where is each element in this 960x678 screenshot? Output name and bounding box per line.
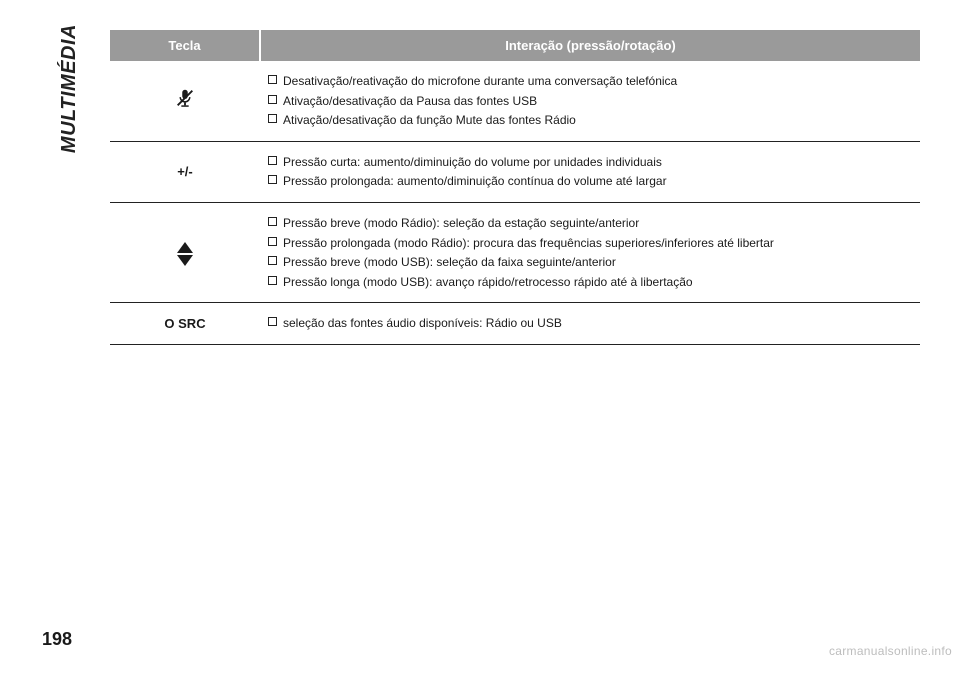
square-bullet-icon [268, 276, 277, 285]
up-down-arrows-icon [177, 242, 193, 266]
key-cell-src: O SRC [110, 303, 260, 345]
bullet-line: Pressão prolongada (modo Rádio): procura… [268, 234, 912, 253]
bullet-line: seleção das fontes áudio disponíveis: Rá… [268, 314, 912, 333]
bullet-text: Desativação/reativação do microfone dura… [283, 72, 677, 91]
controls-table: Tecla Interação (pressão/rotação) Desati… [110, 30, 920, 345]
square-bullet-icon [268, 256, 277, 265]
bullet-text: Pressão prolongada (modo Rádio): procura… [283, 234, 774, 253]
bullet-line: Pressão breve (modo Rádio): seleção da e… [268, 214, 912, 233]
bullet-text: Ativação/desativação da função Mute das … [283, 111, 576, 130]
bullet-line: Pressão breve (modo USB): seleção da fai… [268, 253, 912, 272]
key-cell-plusminus: +/- [110, 141, 260, 202]
header-key: Tecla [110, 30, 260, 61]
page: MULTIMÉDIA Tecla Interação (pressão/rota… [0, 0, 960, 678]
bullet-text: Pressão breve (modo Rádio): seleção da e… [283, 214, 639, 233]
square-bullet-icon [268, 114, 277, 123]
bullet-line: Ativação/desativação da Pausa das fontes… [268, 92, 912, 111]
bullet-line: Ativação/desativação da função Mute das … [268, 111, 912, 130]
bullet-line: Pressão longa (modo USB): avanço rápido/… [268, 273, 912, 292]
vertical-section-label: MULTIMÉDIA [58, 24, 81, 153]
triangle-up-icon [177, 242, 193, 253]
square-bullet-icon [268, 75, 277, 84]
key-cell-arrows [110, 202, 260, 302]
table-row: Pressão breve (modo Rádio): seleção da e… [110, 202, 920, 302]
square-bullet-icon [268, 317, 277, 326]
bullet-line: Desativação/reativação do microfone dura… [268, 72, 912, 91]
page-number: 198 [42, 629, 72, 650]
square-bullet-icon [268, 95, 277, 104]
interaction-cell: seleção das fontes áudio disponíveis: Rá… [260, 303, 920, 345]
square-bullet-icon [268, 156, 277, 165]
square-bullet-icon [268, 175, 277, 184]
table-row: +/- Pressão curta: aumento/diminuição do… [110, 141, 920, 202]
header-interaction: Interação (pressão/rotação) [260, 30, 920, 61]
bullet-text: Pressão curta: aumento/diminuição do vol… [283, 153, 662, 172]
interaction-cell: Pressão breve (modo Rádio): seleção da e… [260, 202, 920, 302]
square-bullet-icon [268, 237, 277, 246]
bullet-text: seleção das fontes áudio disponíveis: Rá… [283, 314, 562, 333]
bullet-line: Pressão prolongada: aumento/diminuição c… [268, 172, 912, 191]
interaction-cell: Desativação/reativação do microfone dura… [260, 61, 920, 141]
bullet-text: Pressão breve (modo USB): seleção da fai… [283, 253, 616, 272]
microphone-mute-icon [174, 87, 196, 109]
watermark-text: carmanualsonline.info [829, 644, 952, 658]
bullet-line: Pressão curta: aumento/diminuição do vol… [268, 153, 912, 172]
interaction-cell: Pressão curta: aumento/diminuição do vol… [260, 141, 920, 202]
table-header-row: Tecla Interação (pressão/rotação) [110, 30, 920, 61]
table-row: O SRC seleção das fontes áudio disponíve… [110, 303, 920, 345]
square-bullet-icon [268, 217, 277, 226]
key-cell-mic [110, 61, 260, 141]
triangle-down-icon [177, 255, 193, 266]
bullet-text: Pressão prolongada: aumento/diminuição c… [283, 172, 667, 191]
bullet-text: Ativação/desativação da Pausa das fontes… [283, 92, 537, 111]
table-row: Desativação/reativação do microfone dura… [110, 61, 920, 141]
bullet-text: Pressão longa (modo USB): avanço rápido/… [283, 273, 693, 292]
